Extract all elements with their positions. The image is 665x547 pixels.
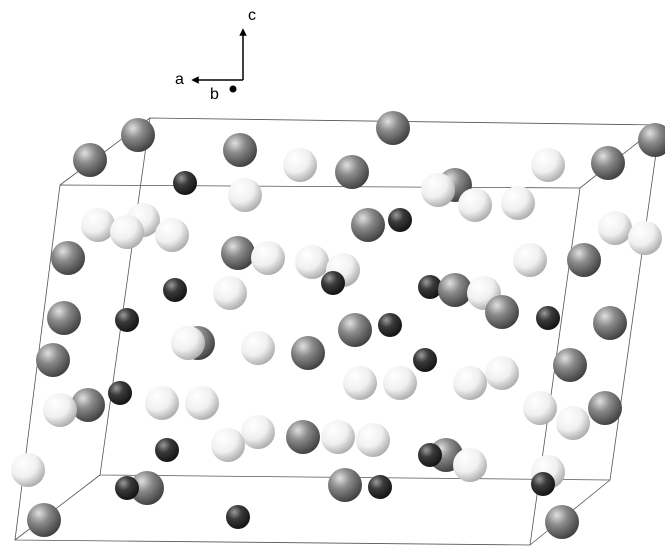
gray-atom (73, 143, 107, 177)
dark-atom (163, 278, 187, 302)
gray-atom (593, 306, 627, 340)
dark-atom (368, 475, 392, 499)
white-atom (155, 218, 189, 252)
white-atom (421, 173, 455, 207)
gray-atom (51, 241, 85, 275)
gray-atom (221, 236, 255, 270)
dark-atom (418, 443, 442, 467)
white-atom (321, 420, 355, 454)
dark-atom (115, 308, 139, 332)
dark-atom (115, 476, 139, 500)
white-atom (11, 453, 45, 487)
white-atom (171, 326, 205, 360)
white-atom (513, 243, 547, 277)
white-atom (356, 423, 390, 457)
white-atom (598, 211, 632, 245)
axis-label: c (248, 7, 256, 24)
dark-atom (378, 313, 402, 337)
gray-atom (553, 348, 587, 382)
gray-atom (591, 146, 625, 180)
gray-atom (567, 243, 601, 277)
gray-atom (223, 133, 257, 167)
white-atom (523, 391, 557, 425)
dark-atom (108, 381, 132, 405)
dark-atom (388, 208, 412, 232)
dark-atom (531, 472, 555, 496)
dark-atom (321, 271, 345, 295)
white-atom (110, 215, 144, 249)
gray-atom (485, 295, 519, 329)
dark-atom (413, 348, 437, 372)
gray-atom (638, 123, 665, 157)
dark-atom (226, 505, 250, 529)
white-atom (145, 386, 179, 420)
axis-label: b (210, 86, 219, 103)
white-atom (453, 448, 487, 482)
white-atom (228, 178, 262, 212)
dark-atom (155, 438, 179, 462)
white-atom (283, 148, 317, 182)
white-atom (343, 366, 377, 400)
page: c a b (() => { const data = JSON.parse(d… (0, 0, 665, 547)
dark-atom (173, 171, 197, 195)
axis-indicator: c a b (175, 7, 256, 103)
crystal-structure: c a b (0, 0, 665, 547)
gray-atom (36, 343, 70, 377)
white-atom (556, 406, 590, 440)
gray-atom (27, 503, 61, 537)
white-atom (251, 241, 285, 275)
white-atom (531, 148, 565, 182)
b-dot (230, 86, 237, 93)
gray-atom (376, 111, 410, 145)
gray-atom (338, 313, 372, 347)
gray-atom (121, 118, 155, 152)
white-atom (211, 428, 245, 462)
white-atom (485, 356, 519, 390)
white-atom (383, 366, 417, 400)
gray-atom (351, 208, 385, 242)
white-atom (213, 276, 247, 310)
gray-atom (588, 391, 622, 425)
axis-label: a (175, 71, 184, 88)
white-atom (628, 221, 662, 255)
white-atom (81, 208, 115, 242)
dark-atom (536, 306, 560, 330)
white-atom (458, 188, 492, 222)
gray-atom (335, 155, 369, 189)
white-atom (241, 331, 275, 365)
gray-atom (328, 468, 362, 502)
gray-atom (286, 420, 320, 454)
white-atom (185, 386, 219, 420)
white-atom (43, 393, 77, 427)
gray-atom (47, 301, 81, 335)
gray-atom (291, 336, 325, 370)
gray-atom (438, 273, 472, 307)
white-atom (453, 366, 487, 400)
gray-atom (545, 505, 579, 539)
white-atom (241, 415, 275, 449)
white-atom (295, 245, 329, 279)
white-atom (501, 186, 535, 220)
